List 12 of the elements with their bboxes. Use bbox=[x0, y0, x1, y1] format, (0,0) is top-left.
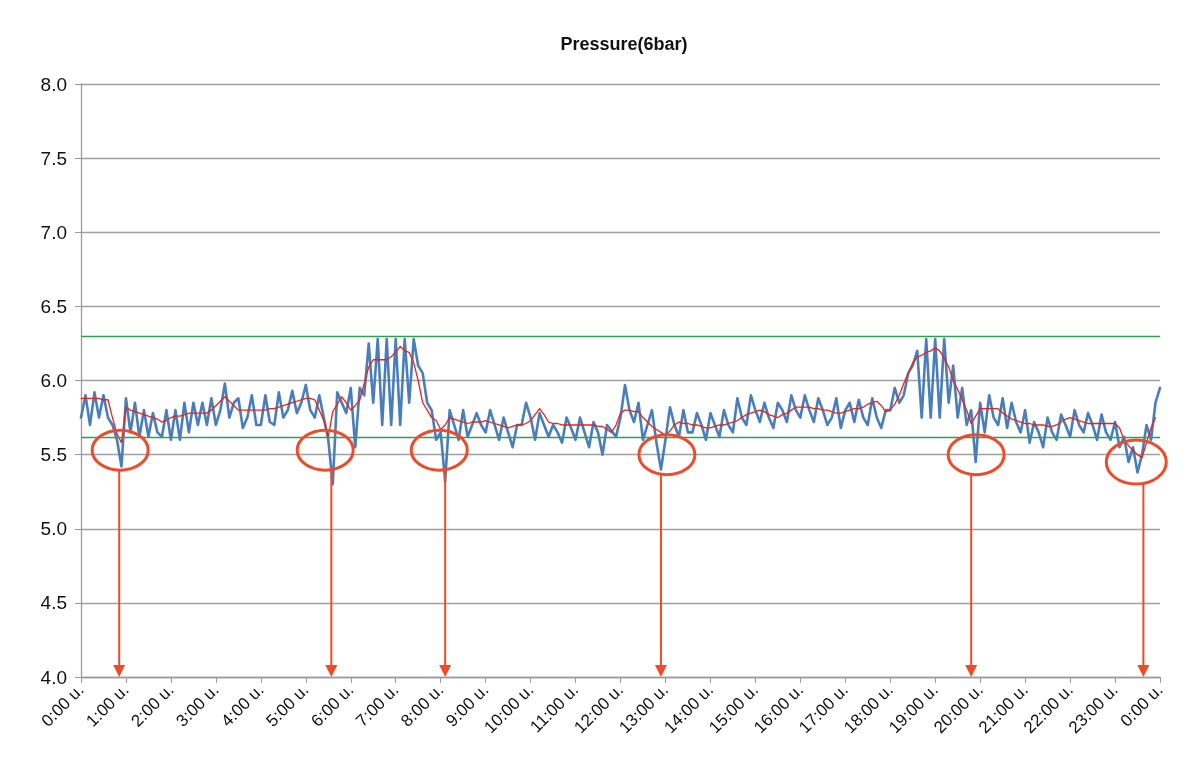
y-tick-label: 6.5 bbox=[40, 295, 67, 317]
chart-title: Pressure(6bar) bbox=[560, 34, 688, 54]
y-tick-label: 7.5 bbox=[40, 147, 67, 169]
y-tick-label: 4.5 bbox=[40, 592, 67, 614]
y-tick-label: 5.0 bbox=[40, 518, 67, 540]
y-tick-label: 5.5 bbox=[40, 444, 67, 466]
line-series bbox=[80, 345, 1157, 459]
line-series bbox=[79, 337, 1162, 486]
y-tick-label: 8.0 bbox=[40, 73, 67, 95]
y-tick-label: 6.0 bbox=[40, 370, 67, 391]
y-tick-label: 7.0 bbox=[40, 221, 67, 243]
y-tick-label: 4.0 bbox=[40, 666, 67, 688]
